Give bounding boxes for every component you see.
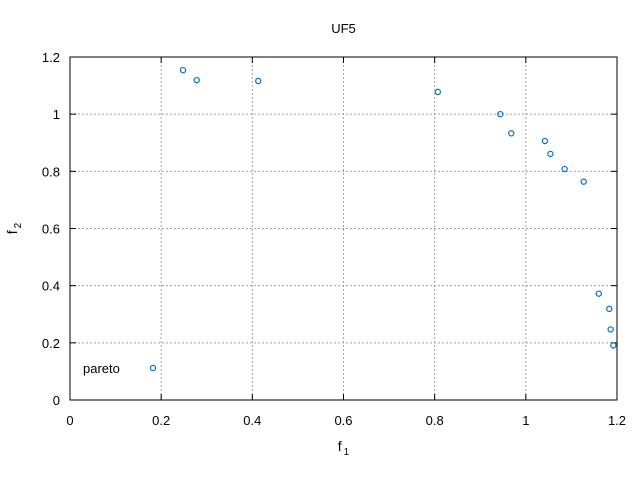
data-point: [606, 305, 613, 313]
data-point: [434, 88, 442, 96]
x-tick-label: 1: [522, 413, 529, 428]
data-point: [607, 326, 614, 333]
tick-labels: 0 0.2 0.4 0.6 0.8 1 1.2 0 0.2 0.4 0.6 0.8 1 1.2: [42, 50, 626, 428]
data-point: [580, 178, 587, 185]
data-point: [179, 66, 187, 74]
y-axis-title-base: f: [4, 230, 20, 234]
data-point: [595, 290, 602, 297]
data-point: [508, 130, 515, 137]
data-point: [561, 165, 568, 173]
chart-title: UF5: [331, 21, 356, 36]
data-point: [541, 137, 549, 145]
x-tick-label: 0.4: [243, 413, 261, 428]
data-point: [255, 77, 262, 85]
y-axis-title-group: f2: [4, 222, 24, 234]
x-tick-label: 0.8: [426, 413, 444, 428]
y-tick-label: 1.2: [42, 50, 60, 65]
y-tick-label: 1: [53, 107, 60, 122]
x-axis-title-base: f: [338, 438, 342, 454]
legend-label-pareto: pareto: [83, 361, 120, 376]
x-tick-label: 0.2: [152, 413, 170, 428]
data-point: [610, 342, 617, 349]
x-tick-label: 0.6: [334, 413, 352, 428]
data-point: [193, 76, 200, 84]
data-points: [179, 66, 617, 349]
grid: [70, 57, 617, 400]
x-tick-label: 0: [66, 413, 73, 428]
axis-ticks: [69, 56, 618, 401]
legend-marker-pareto: [149, 364, 157, 372]
y-tick-label: 0: [53, 393, 60, 408]
x-axis-title-subscript: 1: [344, 447, 350, 458]
y-tick-label: 0.8: [42, 164, 60, 179]
y-tick-label: 0.6: [42, 222, 60, 237]
data-point: [497, 110, 504, 118]
x-tick-label: 1.2: [608, 413, 626, 428]
y-axis-title: f2: [4, 222, 24, 234]
y-tick-label: 0.4: [42, 279, 60, 294]
y-axis-title-subscript: 2: [13, 222, 24, 228]
data-point: [547, 150, 554, 158]
y-tick-label: 0.2: [42, 336, 60, 351]
legend: pareto: [83, 361, 157, 376]
